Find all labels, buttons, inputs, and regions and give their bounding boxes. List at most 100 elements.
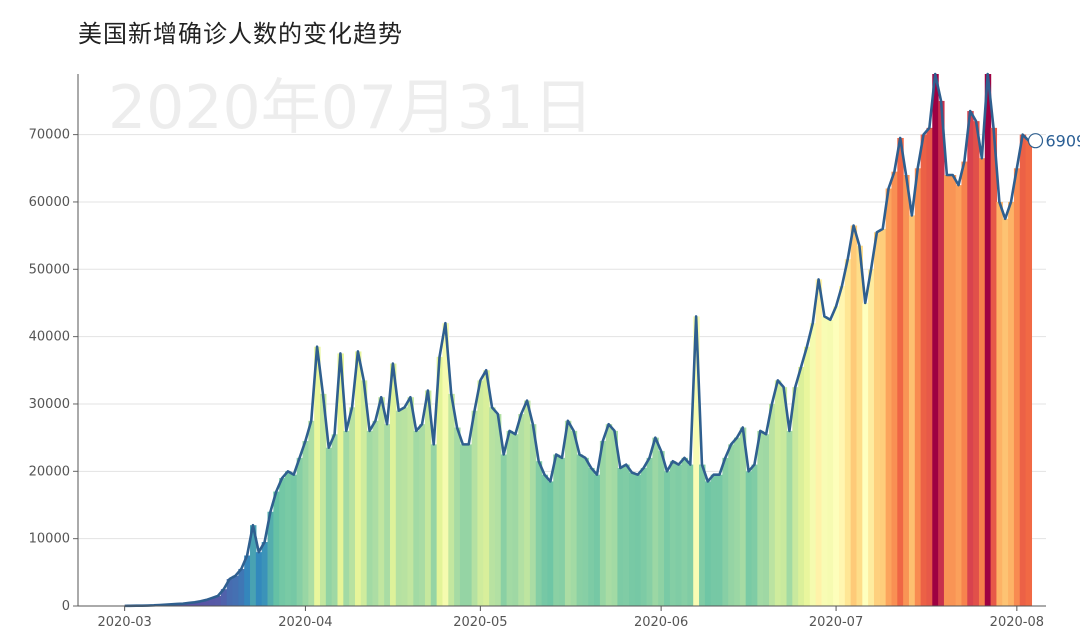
bar [395,410,403,606]
bar [203,599,210,606]
bar [891,171,898,606]
bar [483,370,490,606]
bar [337,353,344,606]
bar [984,74,992,606]
bar [442,323,449,606]
bar [634,474,642,606]
bar [494,414,502,606]
bar [331,434,339,606]
bar [232,575,239,606]
bar [553,454,560,606]
bar [384,424,391,606]
bar [938,100,945,606]
bar [728,444,735,606]
bar [792,387,799,606]
bar [343,430,350,606]
bar [448,393,455,606]
bar [226,579,234,606]
bar [250,525,257,606]
y-tick-label: 70000 [29,128,70,143]
bar [693,316,700,606]
bar [687,464,694,606]
watermark-date: 2020年07月31日 [108,73,593,143]
bar [757,430,764,606]
bar [220,589,228,606]
bar [1013,168,1021,606]
bar [734,437,741,606]
y-tick-label: 40000 [29,330,70,345]
bar [430,444,438,606]
bar [658,451,665,606]
y-tick-label: 50000 [29,262,70,277]
bar [862,302,869,606]
bar [669,461,677,606]
bar [652,437,659,606]
bars [121,74,1033,607]
bar [763,434,770,606]
bar [629,472,636,606]
bar [745,471,753,606]
bar [710,474,718,606]
bar [261,542,269,606]
bar [850,225,858,606]
bar [1008,201,1015,606]
bar [419,424,426,606]
bar [605,424,613,606]
bar [1019,134,1027,606]
bar [908,215,916,606]
bar [191,602,199,606]
bar [354,351,362,606]
trend-line [124,72,1030,608]
bar [943,175,951,606]
bar [903,175,910,606]
bar [833,306,840,606]
bar [570,430,578,606]
y-tick-label: 30000 [29,397,70,412]
x-tick-label: 2020-08 [990,615,1044,630]
bar [349,407,356,606]
bar [512,434,519,606]
bar [209,597,216,606]
bar [238,568,245,606]
bar [897,137,904,607]
bar [413,430,420,606]
bar [599,441,607,606]
bar [314,346,321,606]
bar [774,380,782,606]
bar [932,74,939,606]
bar [320,393,327,606]
y-tick-label: 10000 [29,532,70,547]
x-tick-label: 2020-07 [809,615,863,630]
bar [949,175,957,606]
bar [1025,140,1033,606]
bar [780,387,788,606]
bar [955,185,963,606]
bar [547,481,554,606]
bar [879,228,887,606]
bar [926,127,933,607]
bar [646,457,653,606]
bar [401,407,409,606]
bar [185,602,193,606]
bar [529,424,537,606]
bar [704,481,712,606]
bar [424,390,432,606]
bar [518,414,525,606]
y-tick-label: 60000 [29,195,70,210]
bar [290,474,298,606]
bar [786,430,793,606]
bar [471,410,479,606]
bar [506,430,514,606]
bar [477,380,484,606]
bar [809,323,817,606]
y-tick-label: 20000 [29,464,70,479]
bar [914,168,922,606]
bar [920,134,928,606]
chart-title: 美国新增确诊人数的变化趋势 [78,20,403,48]
bar [751,464,758,606]
bar [594,474,601,606]
bar [255,552,263,606]
bar [973,121,980,606]
bar [489,407,496,606]
